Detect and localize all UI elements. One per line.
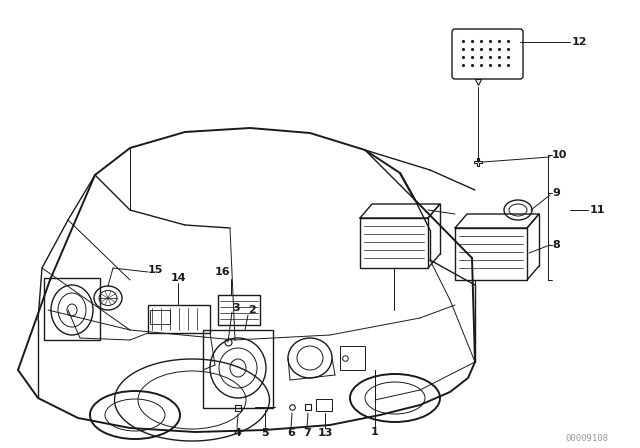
- Bar: [455, 228, 527, 280]
- Text: 10: 10: [552, 150, 568, 160]
- Bar: [148, 305, 210, 333]
- Text: 6: 6: [287, 428, 295, 438]
- Bar: [218, 295, 260, 325]
- Bar: [316, 399, 332, 411]
- Text: 14: 14: [170, 273, 186, 283]
- Bar: [44, 278, 100, 340]
- Text: 7: 7: [303, 428, 311, 438]
- Bar: [150, 310, 170, 324]
- Text: 2: 2: [248, 305, 256, 315]
- Bar: [360, 218, 428, 268]
- Text: 4: 4: [233, 428, 241, 438]
- Text: 11: 11: [590, 205, 605, 215]
- Text: 8: 8: [552, 240, 560, 250]
- Text: 1: 1: [371, 427, 379, 437]
- Text: 5: 5: [261, 428, 269, 438]
- Text: 00009108: 00009108: [565, 434, 608, 443]
- Text: 15: 15: [148, 265, 163, 275]
- Bar: [340, 346, 365, 370]
- Text: 13: 13: [317, 428, 333, 438]
- Text: 12: 12: [572, 37, 588, 47]
- Text: 9: 9: [552, 188, 560, 198]
- Bar: [203, 330, 273, 408]
- Text: 16: 16: [214, 267, 230, 277]
- Text: 3: 3: [232, 303, 240, 313]
